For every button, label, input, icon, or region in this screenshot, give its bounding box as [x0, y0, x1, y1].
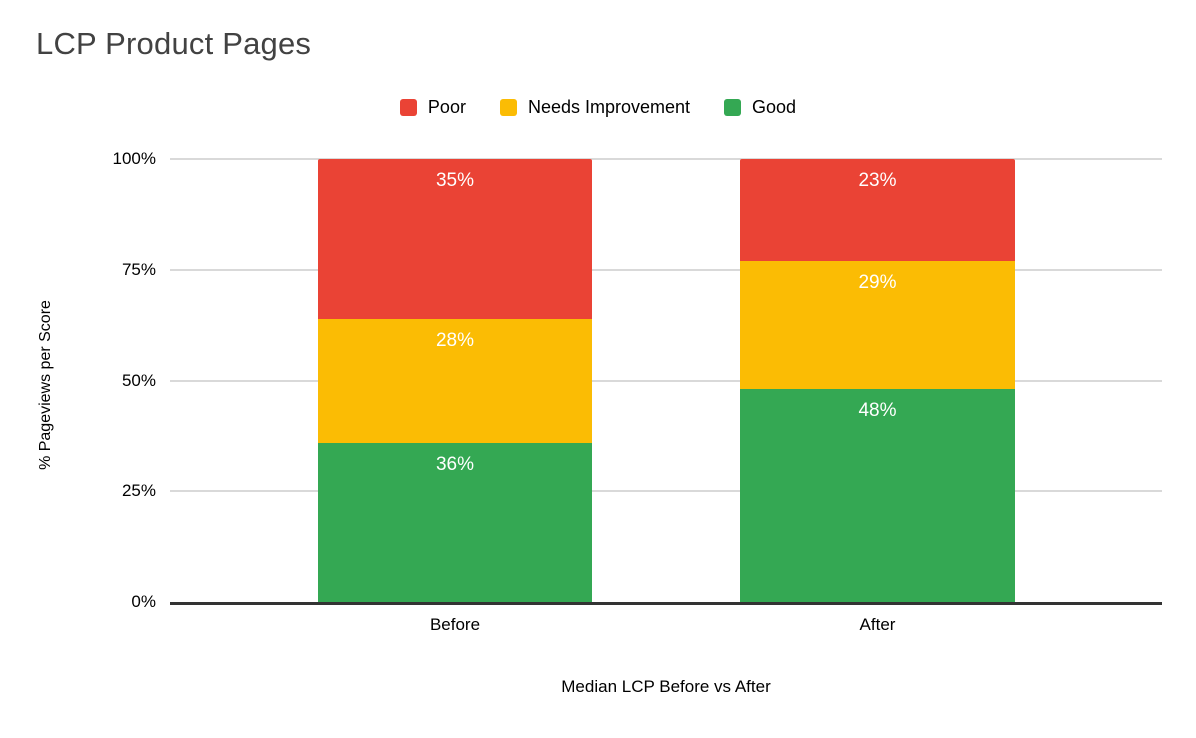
y-tick-label: 75% [121, 259, 156, 279]
segment-good-after: 48% [740, 389, 1015, 602]
data-label: 28% [435, 329, 475, 351]
segment-good-before: 36% [318, 442, 592, 602]
legend-item-poor: Poor [399, 97, 466, 118]
bar-before: 35% 28% 36% [318, 159, 592, 602]
legend-swatch-icon [499, 99, 517, 116]
y-tick-label: 50% [121, 370, 156, 390]
chart-title: LCP Product Pages [36, 26, 312, 61]
data-label: 48% [858, 400, 897, 422]
legend-swatch-icon [399, 99, 417, 116]
y-tick-label: 100% [112, 149, 156, 168]
legend-item-good: Good [724, 97, 796, 118]
plot-area: Median LCP Before vs After 0% 25% 50% 75% 10… [113, 149, 1162, 696]
gridline [170, 158, 1162, 160]
legend-label: Needs Improvement [527, 97, 691, 117]
data-label: 23% [858, 170, 897, 191]
gridline [170, 268, 1162, 271]
segment-needs-improvement-after: 29% [740, 260, 1015, 390]
x-axis-title: Median LCP Before vs After [561, 677, 771, 696]
legend-label: Good [752, 97, 797, 117]
chart-legend: Poor Needs Improvement Good [0, 97, 1196, 118]
x-category-label-after: After [859, 615, 896, 634]
legend-swatch-icon [724, 99, 742, 116]
y-axis-title: % Pageviews per Score [37, 300, 54, 470]
segment-poor-before: 35% [318, 159, 592, 319]
segment-needs-improvement-before: 28% [318, 318, 592, 443]
legend-item-needs-improvement: Needs Improvement [499, 97, 691, 118]
data-label: 29% [858, 271, 897, 293]
data-label: 36% [435, 453, 475, 475]
data-label: 35% [435, 170, 475, 191]
x-category-label-before: Before [429, 615, 481, 634]
legend-label: Poor [427, 97, 466, 117]
segment-poor-after: 23% [740, 159, 1015, 261]
y-tick-label: 25% [121, 481, 156, 501]
gridline [170, 490, 1162, 493]
bar-after: 23% 29% 48% [740, 159, 1015, 602]
gridline [170, 379, 1162, 382]
y-tick-label: 0% [131, 592, 156, 611]
